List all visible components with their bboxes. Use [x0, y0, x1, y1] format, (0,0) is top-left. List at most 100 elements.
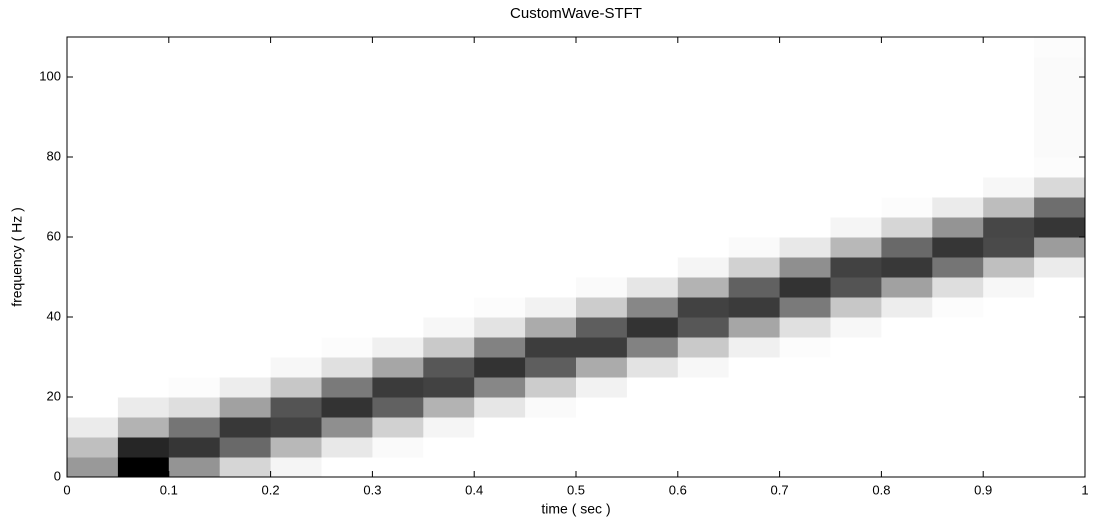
cell: [321, 337, 373, 358]
cell: [626, 417, 679, 438]
cell: [168, 457, 221, 478]
cell: [728, 357, 781, 378]
cell: [932, 377, 984, 398]
cell: [1034, 117, 1086, 138]
cell: [576, 77, 628, 98]
cell: [728, 77, 781, 98]
cell: [474, 337, 526, 358]
cell: [525, 357, 577, 378]
cell: [372, 277, 424, 298]
cell: [321, 417, 373, 438]
cell: [474, 117, 526, 138]
cell: [525, 37, 577, 58]
cell: [1034, 357, 1086, 378]
cell: [983, 237, 1035, 258]
cell: [779, 297, 831, 318]
cell: [576, 377, 628, 398]
cell: [67, 137, 119, 158]
cell: [881, 317, 933, 338]
cell: [576, 337, 628, 358]
cell: [626, 457, 679, 478]
cell: [67, 437, 119, 458]
cell: [219, 337, 272, 358]
cell: [881, 337, 933, 358]
cell: [881, 177, 933, 198]
cell: [677, 437, 730, 458]
cell: [576, 237, 628, 258]
cell: [168, 297, 221, 318]
cell: [932, 57, 984, 78]
cell: [779, 97, 831, 118]
cell: [321, 197, 373, 218]
cell: [423, 117, 475, 138]
cell: [270, 57, 322, 78]
cell: [626, 57, 679, 78]
cell: [576, 257, 628, 278]
cell: [67, 417, 119, 438]
cell: [67, 397, 119, 418]
cell: [677, 157, 730, 178]
cell: [881, 277, 933, 298]
cell: [1034, 57, 1086, 78]
cell: [423, 397, 475, 418]
cell: [372, 377, 424, 398]
cell: [983, 57, 1035, 78]
cell: [321, 297, 373, 318]
cell: [626, 97, 679, 118]
cell: [321, 317, 373, 338]
cell: [576, 157, 628, 178]
cell: [983, 97, 1035, 118]
x-axis-label: time ( sec ): [541, 501, 610, 517]
cell: [219, 397, 272, 418]
cell: [474, 217, 526, 238]
cell: [321, 277, 373, 298]
cell: [168, 37, 221, 58]
cell: [626, 177, 679, 198]
cell: [1034, 157, 1086, 178]
cell: [168, 197, 221, 218]
cell: [423, 437, 475, 458]
cell: [983, 277, 1035, 298]
cell: [219, 297, 272, 318]
cell: [321, 237, 373, 258]
cell: [474, 37, 526, 58]
cell: [67, 277, 119, 298]
cell: [728, 237, 781, 258]
cell: [932, 137, 984, 158]
cell: [728, 137, 781, 158]
y-tick-label: 40: [47, 308, 61, 323]
cell: [270, 97, 322, 118]
cell: [881, 217, 933, 238]
cell: [728, 397, 781, 418]
cell: [779, 197, 831, 218]
cell: [474, 397, 526, 418]
cell: [474, 197, 526, 218]
cell: [1034, 197, 1086, 218]
cell: [67, 37, 119, 58]
cell: [779, 417, 831, 438]
cell: [626, 117, 679, 138]
cell: [474, 277, 526, 298]
cell: [168, 257, 221, 278]
cell: [576, 117, 628, 138]
cell: [372, 137, 424, 158]
cell: [1034, 417, 1086, 438]
cell: [728, 297, 781, 318]
cell: [474, 97, 526, 118]
cell: [626, 157, 679, 178]
cell: [372, 297, 424, 318]
x-tick-label: 0.1: [160, 482, 178, 497]
cell: [474, 237, 526, 258]
cell: [626, 77, 679, 98]
cell: [67, 257, 119, 278]
cell: [168, 57, 221, 78]
cell: [881, 57, 933, 78]
cell: [677, 317, 730, 338]
cell: [576, 457, 628, 478]
cell: [932, 217, 984, 238]
cell: [423, 417, 475, 438]
cell: [423, 217, 475, 238]
cell: [830, 437, 882, 458]
cell: [728, 257, 781, 278]
cell: [830, 277, 882, 298]
